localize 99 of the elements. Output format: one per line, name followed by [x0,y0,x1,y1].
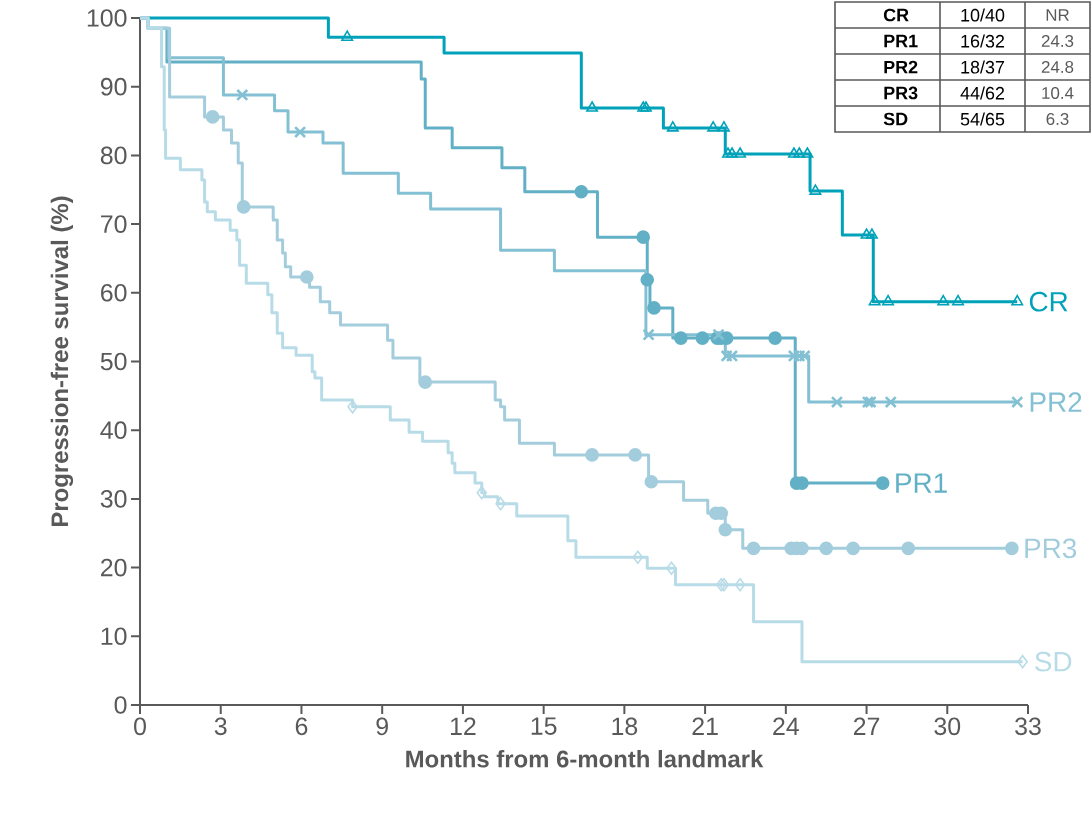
point [476,485,488,500]
point [707,121,720,132]
point [205,110,220,124]
point [674,331,688,345]
point [901,541,916,556]
y-tick-label: 70 [101,215,127,233]
y-tick-label: 40 [100,421,127,440]
annotation: SD [883,112,908,126]
y-tick-label: 30 [100,490,127,508]
point [793,147,806,158]
annotation: 44/62 [960,86,1005,100]
point [495,496,506,511]
annotation: 10/40 [961,8,1005,22]
point [717,121,730,132]
point [236,88,249,102]
series-label: CR [1029,291,1068,312]
point [801,147,814,158]
text: 10.4 [1042,86,1074,99]
annotation: 16/32 [961,34,1005,48]
point [347,400,358,414]
point [768,331,782,345]
point [574,184,589,199]
series-label: PR2 [1030,392,1082,412]
point [418,375,433,389]
point [734,577,746,592]
point [1005,541,1019,556]
point [809,184,822,195]
point [236,200,251,214]
point [666,561,677,576]
x-tick-label: 27 [853,717,880,735]
point [644,474,659,489]
point [860,228,873,239]
point [632,550,644,565]
point [341,30,354,42]
point [952,294,965,306]
x-tick-label: 33 [1015,717,1041,736]
y-tick-label: 50 [100,352,127,371]
point [666,121,679,132]
point [585,448,599,462]
point [734,147,747,158]
point [293,125,307,139]
point [636,230,651,244]
y-tick-label: 90 [100,77,127,96]
y-tick-label: 80 [100,146,127,165]
x-tick-label: 9 [376,717,388,736]
point [628,448,642,462]
x-tick-label: 15 [531,717,557,735]
point [642,328,655,341]
point [712,328,725,341]
annotation: PR2 [884,60,918,74]
x-tick-label: 0 [134,717,146,736]
point [1017,654,1028,669]
x-tick-label: 24 [773,717,799,735]
point [865,228,878,239]
text: 6.3 [1046,112,1069,125]
x-tick-label: 6 [295,717,308,736]
x-axis-title: Months from 6-month landmark [406,749,764,768]
x-tick-label: 21 [692,717,718,735]
y-tick-label: 0 [114,696,127,714]
point [868,294,881,306]
annotation: 18/37 [961,60,1005,74]
text: NR [1046,9,1069,21]
annotation: 54/65 [960,112,1005,126]
y-tick-label: 60 [101,283,127,302]
point [846,541,860,556]
point [787,147,800,158]
annotation: PR1 [884,34,918,48]
point [718,523,733,537]
point [721,147,734,158]
x-tick-label: 18 [612,717,638,736]
text: 24.3 [1041,34,1074,47]
x-tick-label: 3 [214,717,227,736]
point [819,541,833,556]
point [695,331,710,345]
y-tick-label: 20 [101,558,127,577]
y-axis-title: Progression-free survival (%) [50,196,74,526]
series-label: PR1 [896,473,947,493]
y-tick-label: 10 [101,627,127,646]
y-tick-label: 100 [87,9,127,27]
point [884,395,898,409]
point [937,294,950,306]
point [726,147,739,158]
point [647,301,661,315]
x-tick-label: 12 [450,717,476,735]
text: 24.8 [1041,60,1074,73]
point [1011,294,1024,306]
x-tick-label: 30 [934,717,961,736]
point [882,294,895,306]
point [586,101,599,112]
point [875,476,890,490]
series-label: PR3 [1025,538,1077,559]
point [1011,395,1024,409]
point [746,541,761,556]
point [640,272,655,287]
series-label: SD [1035,651,1072,672]
point [830,395,844,409]
annotation: CR [883,8,909,22]
annotation: PR3 [884,86,918,100]
point [300,270,314,284]
